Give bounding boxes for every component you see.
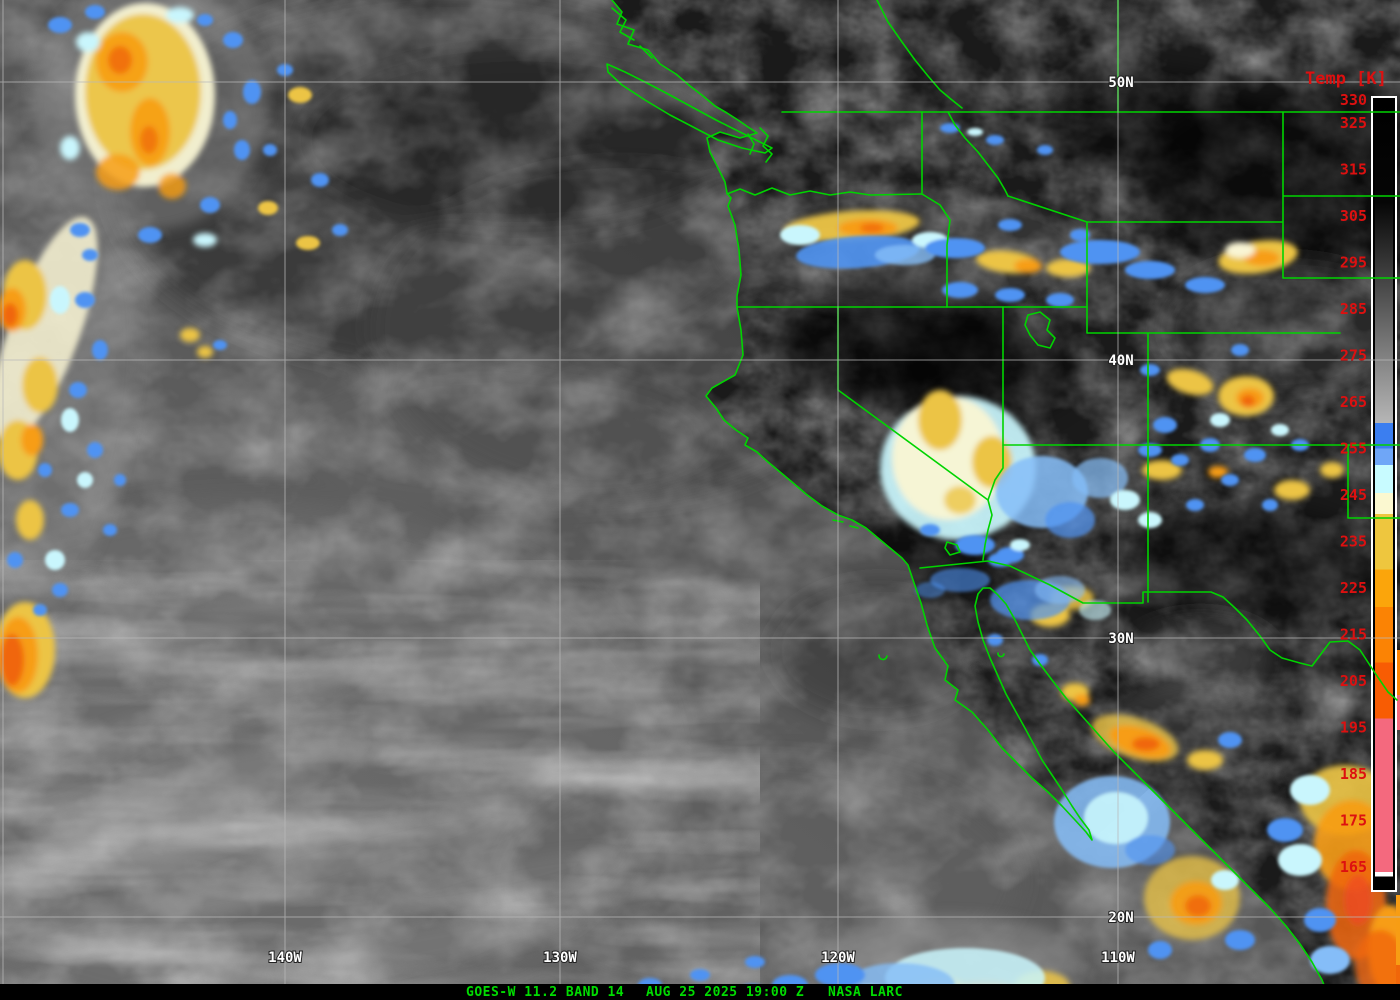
longitude-label-110W: 110W <box>1101 950 1135 966</box>
idaho-montana-border <box>947 111 1009 197</box>
colorbar-tick-205: 205 <box>1340 672 1367 690</box>
colorbar-tick-225: 225 <box>1340 579 1367 597</box>
longitude-label-120W: 120W <box>821 950 855 966</box>
colorbar <box>1371 96 1397 892</box>
nevada-utah-arizona-border <box>982 306 1004 561</box>
latitude-label-30N: 30N <box>1108 631 1133 647</box>
colorbar-tick-215: 215 <box>1340 626 1367 644</box>
colorbar-title: Temp [K] <box>1305 69 1387 89</box>
gulf-island <box>997 652 1005 658</box>
colorbar-tick-330: 330 <box>1340 91 1367 109</box>
longitude-label-140W: 140W <box>268 950 302 966</box>
status-bar: GOES-W 11.2 BAND 14 AUG 25 2025 19:00 Z … <box>0 984 1400 1000</box>
cloud-layer-blue-cirrus <box>7 5 1350 1000</box>
colorbar-tick-245: 245 <box>1340 486 1367 504</box>
colorbar-tick-165: 165 <box>1340 858 1367 876</box>
colorbar-tick-255: 255 <box>1340 440 1367 458</box>
cloud-layer-cold-tops <box>0 3 1400 1000</box>
colorbar-tick-325: 325 <box>1340 114 1367 132</box>
salton-sea-outline <box>944 541 961 556</box>
great-salt-lake-outline <box>1024 311 1056 349</box>
colorbar-tick-315: 315 <box>1340 161 1367 179</box>
latitude-label-40N: 40N <box>1108 353 1133 369</box>
colorbar-tick-275: 275 <box>1340 347 1367 365</box>
haida-gwaii-islands <box>611 7 653 59</box>
credit-label: NASA LARC <box>828 985 903 1000</box>
oregon-idaho-border <box>921 193 951 308</box>
colorbar-tick-265: 265 <box>1340 393 1367 411</box>
colorbar-tick-labels: 330 325 315 305 295 285 275 265 255 245 235 225 215 2… <box>1340 91 1367 876</box>
right-edge-convection <box>1396 650 1400 1000</box>
colorbar-tick-185: 185 <box>1340 765 1367 783</box>
timestamp-label: AUG 25 2025 19:00 Z <box>646 985 805 1000</box>
colorbar-tick-305: 305 <box>1340 207 1367 225</box>
bc-alberta-border <box>876 0 963 109</box>
us-mexico-border <box>919 560 1398 701</box>
colorbar-tick-195: 195 <box>1340 719 1367 737</box>
baja-offshore-island <box>878 654 888 661</box>
latitude-label-50N: 50N <box>1108 75 1133 91</box>
colorbar-tick-175: 175 <box>1340 812 1367 830</box>
colorbar-tick-235: 235 <box>1340 533 1367 551</box>
washington-oregon-border <box>726 187 923 196</box>
puget-sound-inlets <box>747 127 773 163</box>
colorbar-tick-295: 295 <box>1340 254 1367 272</box>
pacific-coastline <box>611 0 1331 1000</box>
newmexico-texas-border <box>1347 444 1400 519</box>
latitude-label-20N: 20N <box>1108 910 1133 926</box>
product-label: GOES-W 11.2 BAND 14 <box>466 985 625 1000</box>
montana-wyoming-borders <box>1007 111 1400 334</box>
colorbar-tick-285: 285 <box>1340 300 1367 318</box>
colorbar-scale <box>1375 100 1393 888</box>
longitude-label-130W: 130W <box>543 950 577 966</box>
latlon-labels: 50N 40N 30N 20N 140W 130W 120W 110W <box>267 74 1136 967</box>
